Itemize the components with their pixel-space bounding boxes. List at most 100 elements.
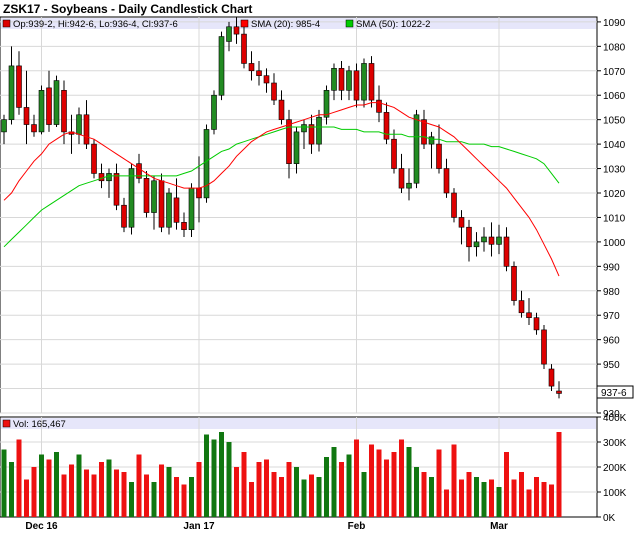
volume-bar bbox=[391, 452, 397, 517]
volume-bar bbox=[151, 482, 157, 517]
candle-body bbox=[226, 26, 232, 42]
volume-bar bbox=[121, 472, 127, 517]
date-tick-label: Jan 17 bbox=[183, 521, 215, 532]
date-tick-label: Feb bbox=[348, 521, 366, 532]
volume-bar bbox=[474, 477, 479, 517]
volume-bar bbox=[189, 477, 194, 517]
volume-bars bbox=[1, 432, 562, 517]
sma20-line bbox=[3, 102, 560, 277]
candle-body bbox=[136, 163, 142, 179]
volume-bar bbox=[496, 487, 502, 517]
volume-bar bbox=[339, 462, 344, 517]
volume-bar bbox=[369, 444, 374, 517]
candle-body bbox=[488, 236, 495, 245]
volume-bar bbox=[39, 454, 44, 517]
candle-body bbox=[181, 222, 187, 230]
candle-body bbox=[286, 119, 292, 164]
volume-bar bbox=[226, 442, 232, 517]
price-tick-label: 930 bbox=[603, 409, 620, 420]
candle-body bbox=[338, 68, 345, 91]
price-tick-label: 1070 bbox=[603, 67, 626, 78]
volume-bar bbox=[196, 462, 202, 517]
candle-body bbox=[46, 87, 52, 125]
volume-bar bbox=[294, 467, 299, 517]
vol-swatch bbox=[2, 419, 11, 428]
candle-body bbox=[353, 70, 360, 101]
volume-tick-label: 0K bbox=[603, 513, 616, 524]
candle-body bbox=[466, 226, 472, 248]
volume-bar bbox=[301, 479, 307, 517]
candle-body bbox=[83, 114, 90, 145]
volume-bar bbox=[144, 474, 149, 517]
candle-body bbox=[166, 192, 172, 228]
candle-body bbox=[233, 26, 240, 35]
volume-bar bbox=[99, 462, 104, 517]
candles bbox=[1, 17, 562, 399]
volume-tick-label: 400K bbox=[603, 413, 627, 424]
volume-bar bbox=[511, 479, 517, 517]
volume-bar bbox=[466, 472, 472, 517]
volume-bar bbox=[114, 469, 119, 517]
volume-bar bbox=[451, 444, 457, 517]
volume-bar bbox=[504, 452, 509, 517]
price-tick-label: 1010 bbox=[603, 213, 626, 224]
sma20-swatch bbox=[240, 19, 249, 28]
volume-bar bbox=[444, 489, 449, 517]
candle-body bbox=[368, 63, 375, 101]
candle-body bbox=[518, 300, 525, 314]
volume-bar bbox=[136, 454, 142, 517]
candle-body bbox=[293, 131, 300, 164]
volume-bar bbox=[211, 439, 217, 517]
volume-tick-label: 200K bbox=[603, 463, 627, 474]
volume-bar bbox=[331, 447, 337, 517]
candle-body bbox=[503, 236, 510, 267]
volume-bar bbox=[234, 467, 239, 517]
candle-body bbox=[331, 68, 337, 91]
candle-body bbox=[556, 390, 562, 394]
volume-bar bbox=[166, 467, 172, 517]
candle-body bbox=[541, 329, 547, 365]
candle-body bbox=[413, 114, 420, 184]
volume-axis: 0K 100K 200K 300K 400K bbox=[597, 413, 627, 524]
volume-bar bbox=[129, 482, 134, 517]
volume-bar bbox=[376, 449, 382, 517]
volume-bar bbox=[459, 479, 464, 517]
volume-bar bbox=[46, 459, 52, 517]
candle-body bbox=[173, 197, 180, 223]
volume-bar bbox=[279, 477, 284, 517]
candle-body bbox=[406, 182, 412, 189]
volume-bar bbox=[256, 462, 262, 517]
sma50-legend: SMA (50): 1022-2 bbox=[356, 19, 430, 30]
candle-body bbox=[188, 187, 195, 230]
date-tick-label: Mar bbox=[490, 521, 508, 532]
candle-body bbox=[451, 192, 457, 218]
candle-body bbox=[248, 63, 255, 72]
candle-body bbox=[1, 119, 7, 133]
volume-bar bbox=[271, 472, 277, 517]
volume-bar bbox=[181, 484, 187, 517]
price-tick-label: 950 bbox=[603, 360, 620, 371]
volume-bar bbox=[384, 459, 389, 517]
candle-body bbox=[196, 187, 202, 199]
volume-bar bbox=[286, 462, 292, 517]
ohlc-label: Op:939-2, Hi:942-6, Lo:936-4, Cl:937-6 bbox=[13, 19, 178, 30]
candle-body bbox=[53, 80, 60, 125]
date-tick-label: Dec 16 bbox=[25, 521, 58, 532]
volume-bar bbox=[241, 452, 247, 517]
candle-body bbox=[121, 204, 127, 228]
volume-bar bbox=[84, 469, 89, 517]
sma20-legend: SMA (20): 985-4 bbox=[251, 19, 320, 30]
candle-body bbox=[91, 143, 97, 174]
volume-bar bbox=[24, 479, 29, 517]
candle-body bbox=[376, 99, 382, 113]
volume-bar bbox=[264, 459, 269, 517]
candle-body bbox=[481, 236, 487, 243]
volume-bar bbox=[309, 474, 314, 517]
candle-body bbox=[346, 70, 352, 91]
candle-body bbox=[38, 90, 45, 133]
volume-tick-label: 100K bbox=[603, 488, 627, 499]
candle-body bbox=[256, 70, 262, 76]
candle-body bbox=[241, 33, 247, 64]
candle-body bbox=[511, 266, 517, 301]
